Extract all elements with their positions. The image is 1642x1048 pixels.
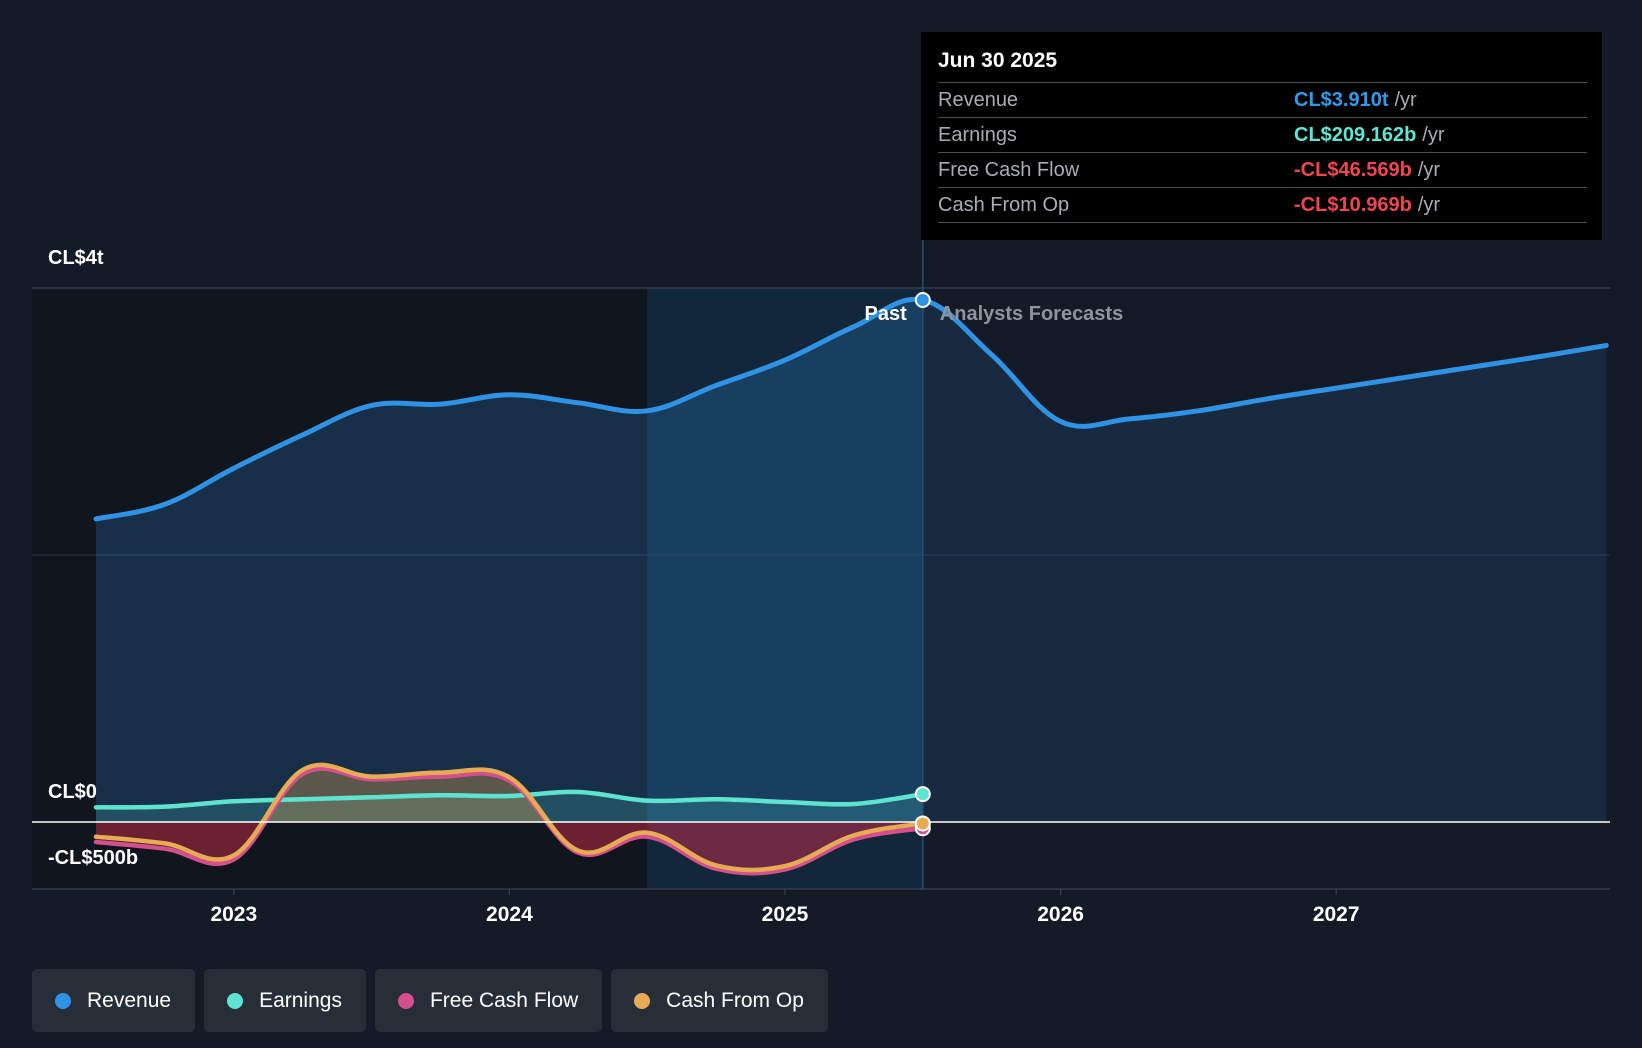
tooltip-row-earnings: Earnings CL$209.162b /yr bbox=[938, 117, 1587, 152]
y-tick-label: -CL$500b bbox=[48, 847, 138, 869]
tooltip-date: Jun 30 2025 bbox=[938, 49, 1058, 72]
x-tick-label: 2023 bbox=[210, 903, 257, 926]
x-tick-label: 2027 bbox=[1313, 903, 1360, 926]
legend-label: Free Cash Flow bbox=[429, 988, 579, 1012]
revenue-area-past bbox=[96, 299, 923, 822]
legend-dot-icon bbox=[55, 992, 71, 1009]
revenue-area-forecast bbox=[922, 300, 1607, 822]
legend-dot-icon bbox=[397, 992, 414, 1009]
legend: Revenue Earnings Free Cash Flow Cash Fro… bbox=[32, 969, 828, 1032]
earnings-marker bbox=[914, 786, 931, 803]
tooltip-unit: /yr bbox=[1422, 123, 1445, 146]
x-tick-label: 2025 bbox=[762, 903, 809, 926]
tooltip-label: Free Cash Flow bbox=[938, 158, 1080, 181]
cash-from-op-area-negative bbox=[96, 822, 923, 870]
tooltip-row-cash-from-op: Cash From Op -CL$10.969b /yr bbox=[938, 187, 1587, 223]
tooltip-label: Earnings bbox=[938, 123, 1017, 146]
free-cash-flow-area-negative bbox=[96, 822, 923, 874]
tooltip-row-free-cash-flow: Free Cash Flow -CL$46.569b /yr bbox=[938, 152, 1587, 187]
y-axis-labels: CL$4t CL$0 -CL$500b bbox=[48, 247, 138, 869]
x-tick-label: 2024 bbox=[486, 903, 533, 926]
series-lines bbox=[93, 296, 1609, 876]
tooltip-unit: /yr bbox=[1417, 158, 1441, 181]
tooltip-value: CL$209.162b bbox=[1294, 123, 1417, 146]
x-tick-label: 2026 bbox=[1037, 903, 1084, 926]
tooltip-value: -CL$10.969b bbox=[1294, 193, 1412, 216]
free-cash-flow-line bbox=[93, 766, 926, 876]
y-tick-label: CL$0 bbox=[48, 781, 97, 803]
grid-lines bbox=[32, 287, 1610, 890]
legend-item-cash-from-op[interactable]: Cash From Op bbox=[611, 969, 828, 1032]
cash-from-op-marker bbox=[914, 815, 931, 832]
earnings-line bbox=[93, 789, 926, 810]
tooltip-value: CL$3.910t bbox=[1294, 88, 1389, 111]
tooltip-value: -CL$46.569b bbox=[1294, 158, 1412, 181]
legend-item-earnings[interactable]: Earnings bbox=[204, 969, 366, 1032]
legend-item-free-cash-flow[interactable]: Free Cash Flow bbox=[374, 969, 603, 1032]
tooltip-label: Revenue bbox=[938, 88, 1019, 111]
recent-highlight-background bbox=[647, 288, 923, 889]
tooltip-unit: /yr bbox=[1417, 193, 1441, 216]
legend-label: Earnings bbox=[259, 988, 342, 1012]
tooltip-unit: /yr bbox=[1394, 88, 1417, 111]
legend-label: Revenue bbox=[87, 988, 172, 1012]
legend-dot-icon bbox=[634, 992, 651, 1009]
cash-from-op-area-positive bbox=[96, 765, 923, 822]
legend-dot-icon bbox=[227, 992, 244, 1009]
hover-markers bbox=[914, 292, 931, 837]
tooltip-row-revenue: Revenue CL$3.910t /yr bbox=[938, 82, 1587, 117]
cash-from-op-line bbox=[93, 762, 926, 873]
revenue-marker bbox=[914, 292, 931, 309]
forecast-label: Analysts Forecasts bbox=[940, 303, 1123, 325]
tooltip: Jun 30 2025 Revenue CL$3.910t /yr Earnin… bbox=[921, 32, 1602, 240]
legend-label: Cash From Op bbox=[666, 988, 804, 1012]
past-label: Past bbox=[865, 303, 908, 325]
y-tick-label: CL$4t bbox=[48, 247, 104, 269]
legend-item-revenue[interactable]: Revenue bbox=[32, 969, 196, 1032]
x-axis-labels: 2023 2024 2025 2026 2027 bbox=[210, 889, 1360, 926]
revenue-line bbox=[93, 296, 1609, 522]
tooltip-label: Cash From Op bbox=[938, 193, 1070, 216]
